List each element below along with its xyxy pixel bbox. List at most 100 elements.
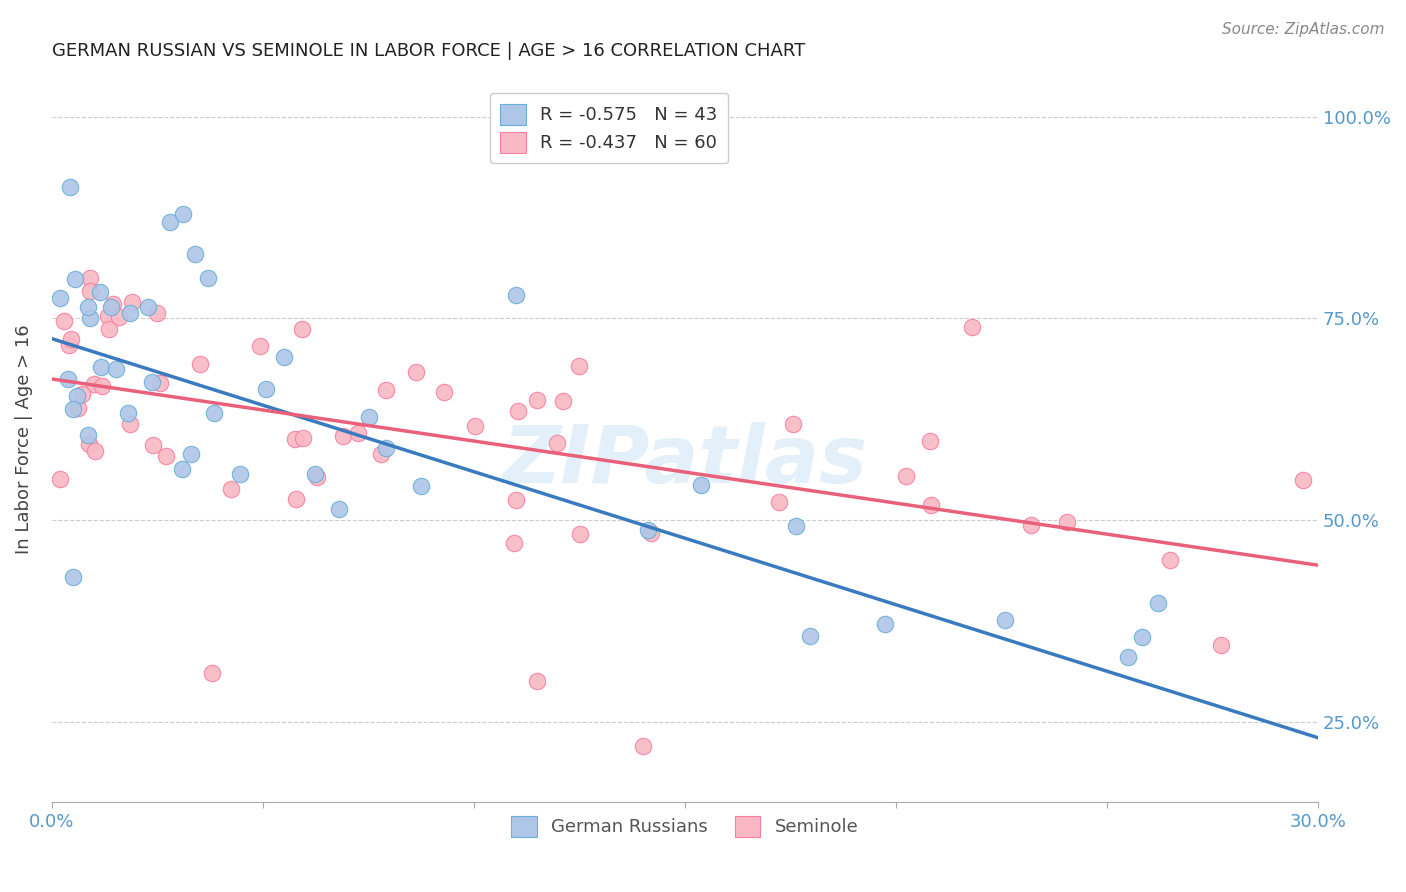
Point bbox=[90, 360, 112, 375]
Point bbox=[1292, 473, 1315, 487]
Point bbox=[149, 376, 172, 390]
Point bbox=[1130, 630, 1153, 644]
Point bbox=[188, 357, 211, 371]
Point bbox=[101, 297, 124, 311]
Point bbox=[142, 438, 165, 452]
Point bbox=[105, 362, 128, 376]
Point bbox=[273, 350, 295, 364]
Point bbox=[249, 339, 271, 353]
Point bbox=[292, 431, 315, 445]
Point bbox=[120, 306, 142, 320]
Point bbox=[347, 425, 370, 440]
Point bbox=[65, 272, 87, 286]
Point bbox=[1147, 596, 1170, 610]
Point bbox=[284, 432, 307, 446]
Point bbox=[254, 382, 277, 396]
Point bbox=[180, 447, 202, 461]
Point bbox=[553, 394, 575, 409]
Point bbox=[107, 310, 129, 324]
Point bbox=[994, 613, 1017, 627]
Y-axis label: In Labor Force | Age > 16: In Labor Force | Age > 16 bbox=[15, 325, 32, 554]
Point bbox=[1021, 518, 1043, 533]
Point bbox=[291, 322, 314, 336]
Point bbox=[307, 470, 329, 484]
Point bbox=[79, 310, 101, 325]
Point bbox=[405, 365, 427, 379]
Point bbox=[141, 375, 163, 389]
Point bbox=[502, 536, 524, 550]
Point bbox=[229, 467, 252, 481]
Point bbox=[77, 428, 100, 442]
Point bbox=[505, 493, 527, 508]
Point bbox=[1056, 515, 1078, 529]
Point bbox=[49, 472, 72, 486]
Point bbox=[202, 406, 225, 420]
Point bbox=[89, 285, 111, 299]
Point bbox=[785, 519, 807, 533]
Point bbox=[184, 247, 207, 261]
Point bbox=[159, 215, 181, 229]
Point bbox=[1211, 638, 1233, 652]
Point bbox=[505, 287, 527, 301]
Point bbox=[83, 376, 105, 391]
Point bbox=[411, 478, 433, 492]
Point bbox=[375, 442, 398, 456]
Point bbox=[146, 306, 169, 320]
Point bbox=[328, 502, 350, 516]
Point bbox=[56, 372, 79, 386]
Point bbox=[77, 437, 100, 451]
Point bbox=[97, 309, 120, 323]
Point bbox=[77, 301, 100, 315]
Point bbox=[332, 429, 354, 443]
Point bbox=[83, 443, 105, 458]
Point bbox=[121, 294, 143, 309]
Point bbox=[569, 527, 592, 541]
Point bbox=[526, 392, 548, 407]
Point bbox=[136, 301, 159, 315]
Point bbox=[568, 359, 591, 373]
Point bbox=[197, 271, 219, 285]
Point bbox=[920, 434, 942, 449]
Point bbox=[59, 180, 82, 194]
Point bbox=[219, 482, 242, 496]
Text: ZIPatlas: ZIPatlas bbox=[502, 422, 868, 500]
Point bbox=[58, 338, 80, 352]
Point bbox=[768, 495, 790, 509]
Point bbox=[370, 447, 392, 461]
Text: Source: ZipAtlas.com: Source: ZipAtlas.com bbox=[1222, 22, 1385, 37]
Point bbox=[1116, 650, 1139, 665]
Point bbox=[52, 314, 75, 328]
Point bbox=[62, 569, 84, 583]
Point bbox=[66, 401, 89, 415]
Point bbox=[359, 409, 381, 424]
Point bbox=[91, 378, 114, 392]
Point bbox=[49, 291, 72, 305]
Point bbox=[782, 417, 804, 431]
Point bbox=[284, 491, 307, 506]
Point bbox=[873, 616, 896, 631]
Point bbox=[631, 739, 654, 753]
Point bbox=[690, 477, 713, 491]
Legend: German Russians, Seminole: German Russians, Seminole bbox=[505, 809, 866, 844]
Point bbox=[433, 385, 456, 400]
Point bbox=[98, 322, 121, 336]
Point bbox=[640, 526, 662, 541]
Point bbox=[799, 629, 821, 643]
Point bbox=[304, 467, 326, 481]
Point bbox=[59, 332, 82, 346]
Point bbox=[72, 387, 94, 401]
Point bbox=[508, 403, 530, 417]
Point bbox=[526, 674, 548, 689]
Point bbox=[79, 271, 101, 285]
Point bbox=[100, 300, 122, 314]
Point bbox=[546, 436, 568, 450]
Point bbox=[464, 418, 486, 433]
Point bbox=[79, 284, 101, 298]
Point bbox=[375, 383, 398, 397]
Point bbox=[637, 523, 659, 537]
Point bbox=[960, 320, 983, 334]
Point bbox=[920, 499, 942, 513]
Point bbox=[118, 417, 141, 432]
Point bbox=[66, 389, 89, 403]
Point bbox=[62, 402, 84, 417]
